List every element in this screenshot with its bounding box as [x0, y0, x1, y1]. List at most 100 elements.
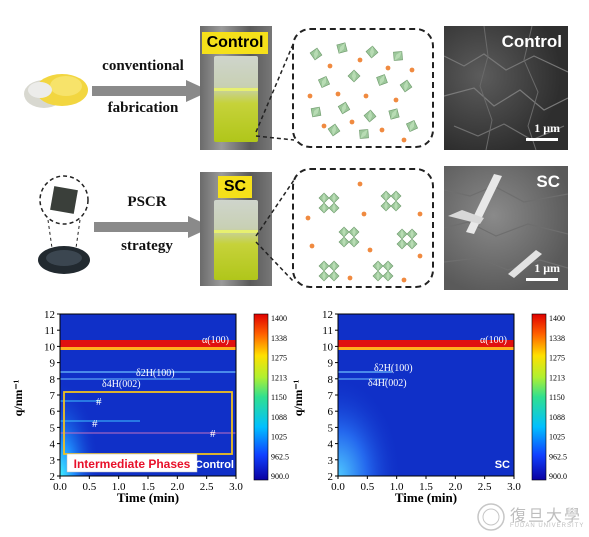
colorbar-tick-label: 900.0: [271, 472, 289, 481]
octahedron-icon: [318, 270, 330, 282]
octahedron-icon: [318, 260, 330, 272]
y-tick-label: 12: [322, 309, 333, 321]
octahedron-icon: [363, 109, 377, 123]
octahedron-icon: [309, 47, 323, 61]
y-tick-label: 3: [328, 455, 334, 467]
colorbar: [253, 313, 269, 481]
sem-image-control: Control 1 μm: [444, 26, 568, 150]
x-axis-ticks: 0.0 0.5 1.0 1.5 2.0 2.5 3.0: [331, 476, 521, 493]
y-tick-label: 9: [328, 358, 334, 370]
octahedron-icon: [396, 238, 408, 250]
ion-dot: [357, 57, 363, 63]
x-tick-label: 0.5: [360, 481, 374, 493]
colorbar-tick-label: 1400: [271, 314, 287, 323]
intermediate-phases-label: Intermediate Phases: [74, 457, 191, 471]
vial-sc: SC: [200, 172, 272, 286]
peak-label-d4h: δ4H(002): [368, 378, 407, 389]
octahedron-icon: [365, 45, 379, 59]
x-tick-label: 3.0: [229, 481, 243, 493]
octahedron-icon: [393, 51, 403, 61]
ion-dot: [327, 63, 333, 69]
octahedron-icon: [380, 190, 392, 202]
heatmap-right: α(100) δ2H(100) δ4H(002) SC 2 3 4 5 6 7 8 9 10 11…: [292, 309, 567, 505]
ion-dot: [321, 123, 327, 129]
colorbar-tick-label: 1275: [271, 354, 287, 363]
arrow-icon: [94, 216, 212, 238]
colorbar-tick-label: 1150: [549, 393, 565, 402]
colorbar-tick-label: 962.5: [549, 452, 567, 461]
x-tick-label: 1.0: [112, 481, 126, 493]
y-tick-label: 8: [328, 374, 334, 386]
x-tick-label: 0.0: [53, 481, 67, 493]
ion-dot: [349, 119, 355, 125]
colorbar-tick-label: 1338: [549, 334, 565, 343]
y-axis-ticks: 2 3 4 5 6 7 8 9 10 11 12: [322, 309, 338, 483]
y-tick-label: 10: [44, 341, 56, 353]
y-tick-label: 6: [328, 406, 334, 418]
middle-row: PSCR strategy SC SC 1 μm: [0, 162, 589, 297]
sem-image-sc: SC 1 μm: [444, 166, 568, 290]
y-axis-label: q/nm⁻¹: [292, 379, 305, 416]
octahedron-icon: [372, 270, 384, 282]
octahedron-icon: [328, 192, 340, 204]
y-tick-label: 11: [322, 325, 333, 337]
y-tick-label: 2: [328, 471, 334, 483]
octahedron-icon: [337, 101, 351, 115]
precursor-powder-image: [24, 74, 88, 108]
octahedron-icon: [399, 79, 413, 93]
x-tick-label: 2.5: [200, 481, 214, 493]
hash-mark: #: [96, 396, 102, 408]
octahedron-icon: [396, 228, 408, 240]
octahedron-icon: [359, 129, 369, 139]
vial-control: Control: [200, 26, 272, 150]
arrow-label-top-1: conventional: [102, 58, 184, 74]
colorbar-tick-label: 1338: [271, 334, 287, 343]
octahedron-icon: [328, 270, 340, 282]
ion-dot: [409, 67, 415, 73]
peak-label-d2h: δ2H(100): [136, 368, 175, 379]
octahedron-icon: [348, 226, 360, 238]
hash-mark: #: [92, 418, 98, 430]
octahedron-icon: [390, 200, 402, 212]
y-tick-label: 8: [50, 374, 56, 386]
top-row: conventional fabrication Control Control…: [0, 0, 589, 160]
ion-dot: [401, 137, 407, 143]
watermark-en: FUDAN UNIVERSITY: [510, 523, 585, 529]
x-tick-label: 1.5: [141, 481, 155, 493]
colorbar-tick-label: 900.0: [549, 472, 567, 481]
ion-dot: [305, 215, 311, 221]
x-tick-label: 0.5: [82, 481, 96, 493]
single-crystal-powder-image: [38, 175, 90, 274]
colorbar-tick-label: 1088: [271, 413, 287, 422]
octahedron-icon: [406, 238, 418, 250]
octahedron-icon: [338, 236, 350, 248]
colorbar-tick-label: 1025: [271, 433, 287, 442]
octahedron-icon: [338, 226, 350, 238]
octahedron-icon: [382, 270, 394, 282]
crystal-schematic-control: [292, 28, 434, 148]
octahedron-icon: [372, 260, 384, 272]
octahedron-icon: [328, 260, 340, 272]
colorbar-tick-label: 1400: [549, 314, 565, 323]
hash-mark: #: [210, 428, 216, 440]
octahedron-icon: [348, 236, 360, 248]
octahedron-icon: [328, 202, 340, 214]
ion-dot: [367, 247, 373, 253]
arrow-label-bottom-1: PSCR: [127, 194, 167, 210]
crystal-schematic-sc: [292, 168, 434, 288]
ion-dot: [309, 243, 315, 249]
colorbar-tick-label: 1088: [549, 413, 565, 422]
octahedron-icon: [376, 74, 388, 86]
octahedron-icon: [310, 106, 322, 118]
octahedron-icon: [388, 108, 400, 120]
colorbar-ticks: 1400 1338 1275 1213 1150 1088 1025 962.5 900.0: [271, 314, 289, 481]
ion-dot: [401, 277, 407, 283]
octahedron-icon: [382, 260, 394, 272]
ion-dot: [357, 181, 363, 187]
octahedron-icon: [406, 228, 418, 240]
y-tick-label: 3: [50, 455, 56, 467]
university-watermark: 復旦大學 FUDAN UNIVERSITY: [476, 500, 588, 536]
octahedron-icon: [336, 42, 348, 54]
y-tick-label: 12: [44, 309, 55, 321]
vial-label-sc: SC: [218, 176, 252, 198]
